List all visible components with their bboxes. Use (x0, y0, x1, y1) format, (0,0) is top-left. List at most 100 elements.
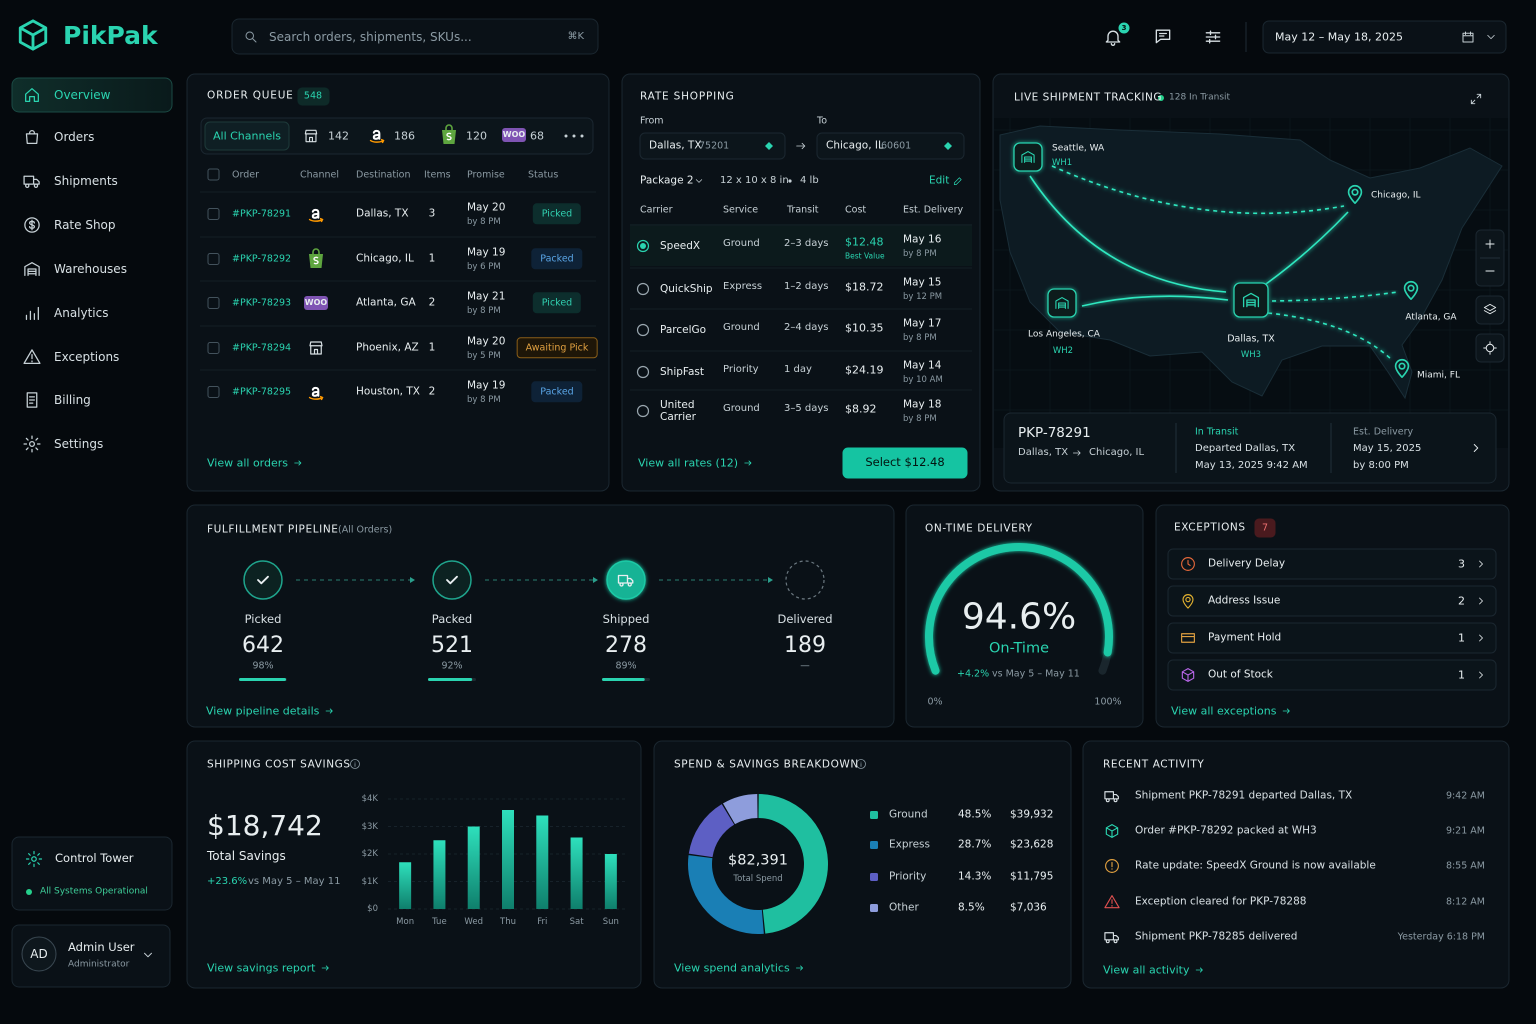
nav-item[interactable]: Warehouses (54, 261, 127, 276)
field-label: To (817, 115, 828, 127)
stage-count: 189 (784, 632, 826, 658)
exception-name[interactable]: Out of Stock (1208, 668, 1273, 681)
field-icon (765, 142, 773, 150)
radio (636, 323, 650, 337)
icon-shape (1470, 93, 1482, 105)
nav-item[interactable]: Settings (54, 436, 104, 451)
exception-count: 3 (1458, 557, 1465, 571)
date-range[interactable]: May 12 – May 18, 2025 (1275, 30, 1403, 44)
icon-shape (695, 179, 703, 183)
order-id[interactable]: #PKP-78294 (232, 342, 292, 354)
gauge-value-label: 94.6% (961, 596, 1077, 638)
amazon-icon (369, 129, 385, 144)
package[interactable]: Package 2 (640, 174, 694, 187)
icon-shape (26, 392, 38, 408)
legend-percent: 28.7% (958, 838, 992, 851)
order-id[interactable]: #PKP-78295 (232, 386, 292, 398)
comparison: vs May 5 – May 11 (248, 876, 341, 887)
link[interactable]: View all rates (12) (638, 456, 739, 470)
badge (1118, 22, 1130, 34)
warehouse-icon (1055, 297, 1069, 309)
gauge-min: 0% (927, 696, 943, 708)
panel-title: SHIPPING COST SAVINGS (207, 758, 351, 771)
nav-item[interactable]: Overview (54, 87, 111, 102)
edit[interactable]: Edit (929, 174, 950, 187)
icon-shape (1181, 668, 1195, 682)
exception-name[interactable]: Delivery Delay (1208, 557, 1286, 570)
nav-item[interactable]: Shipments (54, 173, 118, 188)
shopify-icon (312, 248, 320, 254)
total-label: Total Savings (207, 848, 286, 863)
nav-item[interactable]: Billing (54, 392, 91, 407)
order-id[interactable]: #PKP-78292 (232, 253, 292, 265)
icon-shape (24, 262, 40, 276)
stage-count: 642 (242, 632, 284, 658)
link[interactable]: View savings report (207, 961, 316, 975)
icon-shape (1242, 292, 1260, 308)
panel (186, 504, 895, 728)
cost: $8.92 (845, 402, 877, 416)
link[interactable]: View all exceptions (1171, 704, 1277, 718)
link[interactable]: View all orders (207, 456, 289, 470)
order-id[interactable]: #PKP-78291 (232, 208, 292, 220)
select-button-label[interactable]: Select $12.48 (865, 455, 945, 470)
select-button (842, 447, 968, 479)
column-header: Carrier (640, 204, 673, 216)
icon-shape (311, 386, 320, 397)
nav-item[interactable]: Exceptions (54, 349, 120, 364)
route (1267, 312, 1393, 361)
checkbox (207, 297, 220, 309)
icon-shape (1182, 594, 1194, 609)
icon-shape (1105, 859, 1119, 873)
nav-item[interactable]: Rate Shop (54, 217, 116, 232)
link[interactable]: View pipeline details (206, 704, 320, 718)
nav-active (11, 77, 173, 113)
info-icon (856, 759, 866, 769)
promise-date: May 19 (467, 246, 506, 259)
nav-item[interactable]: Analytics (54, 305, 109, 320)
zip: 60601 (881, 140, 912, 152)
column-header: Status (528, 169, 559, 181)
chevron (1479, 597, 1483, 605)
exception-name[interactable]: Payment Hold (1208, 631, 1282, 644)
icon-shape (1394, 358, 1410, 378)
legend-label: Express (889, 838, 931, 851)
link-arrow (744, 460, 752, 466)
event-time: May 13, 2025 9:42 AM (1195, 460, 1308, 471)
stage-percent: 98% (252, 660, 274, 672)
check-icon (446, 575, 458, 585)
search-input[interactable]: Search orders, shipments, SKUs... (269, 29, 472, 44)
delivery-date: May 14 (903, 359, 942, 372)
city[interactable]: Chicago, IL (826, 139, 884, 152)
icon-shape (18, 19, 48, 51)
exception-name[interactable]: Address Issue (1208, 594, 1281, 607)
nav-icon (23, 175, 40, 188)
count-badge (1254, 518, 1276, 538)
city[interactable]: Dallas, TX (649, 139, 702, 152)
promise-date: May 19 (467, 379, 506, 392)
y-tick-label: $4K (361, 793, 378, 804)
panel (186, 740, 642, 989)
column-header: Items (424, 169, 451, 181)
route (1265, 211, 1349, 285)
radio (636, 239, 650, 253)
shipment-card (1003, 412, 1497, 484)
exception-row (1167, 659, 1497, 691)
stage-name: Packed (431, 612, 473, 627)
nav-item[interactable]: Orders (54, 129, 95, 144)
location-pin (1394, 358, 1410, 378)
order-id[interactable]: #PKP-78293 (232, 297, 292, 309)
shipment-id: PKP-78291 (1018, 424, 1091, 441)
activity-icon (1104, 895, 1120, 909)
link[interactable]: View spend analytics (674, 961, 790, 975)
link-arrow (1195, 967, 1203, 973)
destination: Houston, TX (356, 385, 420, 398)
items: 2 (428, 385, 436, 398)
x-tick-label: Mon (396, 916, 415, 927)
legend-label: Priority (889, 870, 927, 883)
column-header: Transit (787, 204, 819, 216)
tab[interactable]: All Channels (212, 129, 282, 143)
icon-shape (25, 88, 39, 102)
link[interactable]: View all activity (1103, 963, 1190, 977)
